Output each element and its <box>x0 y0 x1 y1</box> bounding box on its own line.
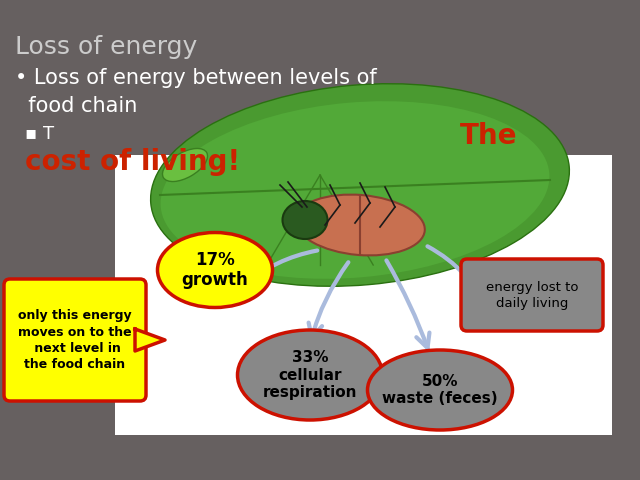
Text: cost of living!: cost of living! <box>25 148 240 176</box>
Text: Loss of energy: Loss of energy <box>15 35 197 59</box>
Ellipse shape <box>295 194 425 255</box>
FancyBboxPatch shape <box>115 155 612 435</box>
FancyBboxPatch shape <box>461 259 603 331</box>
Ellipse shape <box>161 101 549 279</box>
Ellipse shape <box>367 350 513 430</box>
Text: only this energy
moves on to the
 next level in
the food chain: only this energy moves on to the next le… <box>18 310 132 371</box>
FancyBboxPatch shape <box>4 279 146 401</box>
Ellipse shape <box>163 148 207 181</box>
Ellipse shape <box>150 84 570 286</box>
Ellipse shape <box>157 232 273 308</box>
Text: 17%
growth: 17% growth <box>182 251 248 289</box>
Text: 33%
cellular
respiration: 33% cellular respiration <box>263 350 357 400</box>
Text: food chain: food chain <box>15 96 138 116</box>
Text: 50%
waste (feces): 50% waste (feces) <box>382 374 498 406</box>
Text: • Loss of energy between levels of: • Loss of energy between levels of <box>15 68 377 88</box>
Ellipse shape <box>237 330 383 420</box>
Text: energy lost to
daily living: energy lost to daily living <box>486 280 579 310</box>
Ellipse shape <box>282 201 328 239</box>
Text: ▪ T: ▪ T <box>25 125 54 143</box>
Text: The: The <box>460 122 518 150</box>
Polygon shape <box>135 329 165 351</box>
